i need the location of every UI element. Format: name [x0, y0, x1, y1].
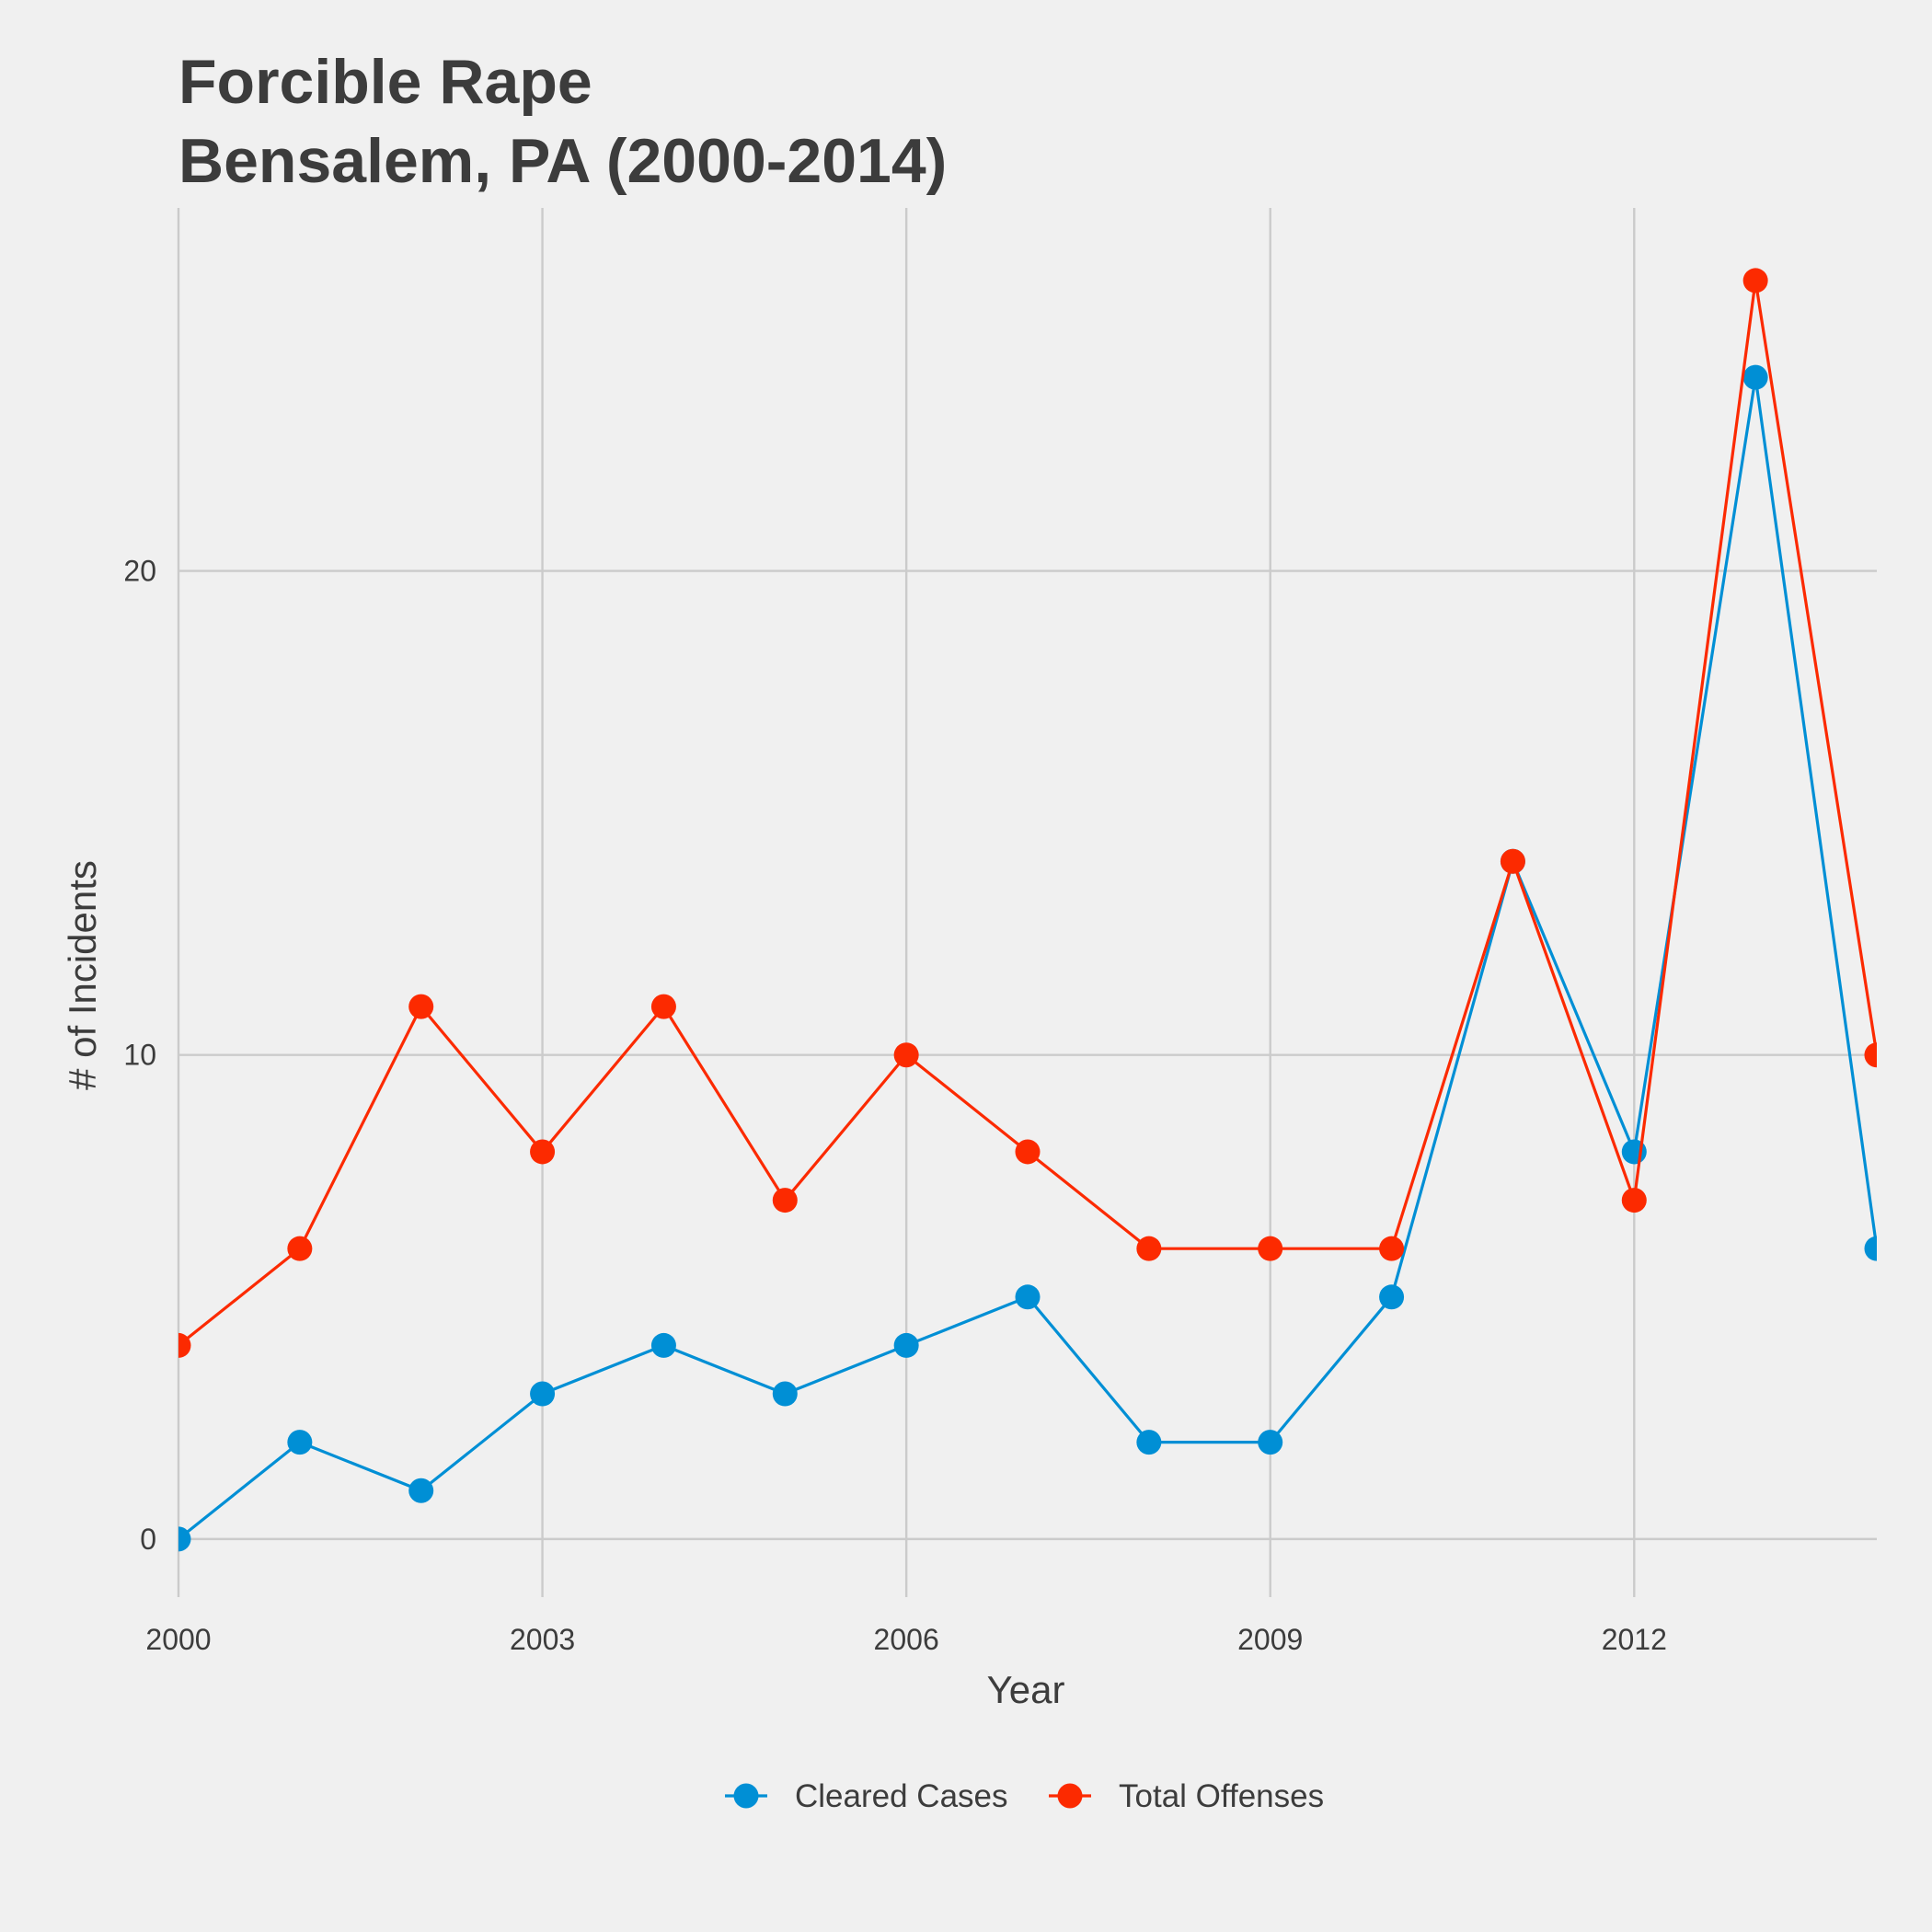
- data-point-total-offenses: [408, 994, 434, 1019]
- data-point-cleared-cases: [1379, 1284, 1405, 1310]
- grid-layer: [177, 208, 1877, 1597]
- data-point-total-offenses: [1742, 268, 1768, 293]
- series-total-offenses: [178, 268, 1877, 1358]
- data-point-total-offenses: [893, 1042, 919, 1068]
- data-point-total-offenses: [178, 1332, 191, 1358]
- data-point-total-offenses: [1136, 1236, 1162, 1261]
- x-tick-label: 2003: [510, 1623, 575, 1656]
- y-tick-label: 10: [123, 1039, 156, 1072]
- data-point-total-offenses: [1500, 848, 1525, 874]
- series-cleared-cases: [178, 364, 1877, 1552]
- legend: Cleared Cases Total Offenses: [725, 1778, 1324, 1814]
- legend-item-cleared-cases: Cleared Cases: [725, 1778, 1008, 1814]
- data-point-cleared-cases: [1742, 364, 1768, 390]
- x-tick-label: 2009: [1237, 1623, 1303, 1656]
- data-point-cleared-cases: [1258, 1430, 1283, 1455]
- series-line-total-offenses: [178, 279, 1877, 1347]
- series-layer: [178, 268, 1877, 1552]
- data-point-cleared-cases: [1136, 1430, 1162, 1455]
- x-axis-label: Year: [987, 1668, 1065, 1711]
- data-point-cleared-cases: [530, 1381, 556, 1407]
- legend-marker-icon: [733, 1783, 759, 1809]
- series-line-cleared-cases: [178, 375, 1877, 1541]
- y-axis-label: # of Incidents: [61, 860, 104, 1090]
- data-point-total-offenses: [287, 1236, 313, 1261]
- data-point-total-offenses: [1258, 1236, 1283, 1261]
- data-point-cleared-cases: [650, 1332, 676, 1358]
- x-tick-label: 2006: [874, 1623, 939, 1656]
- legend-marker-icon: [1057, 1783, 1083, 1809]
- data-point-total-offenses: [772, 1188, 798, 1213]
- data-point-cleared-cases: [893, 1332, 919, 1358]
- x-tick-label: 2000: [145, 1623, 211, 1656]
- data-point-cleared-cases: [287, 1430, 313, 1455]
- data-point-cleared-cases: [408, 1478, 434, 1503]
- y-tick-label: 20: [123, 555, 156, 588]
- data-point-total-offenses: [650, 994, 676, 1019]
- data-point-total-offenses: [1015, 1139, 1041, 1165]
- data-point-cleared-cases: [1015, 1284, 1041, 1310]
- chart-title-line-2: Bensalem, PA (2000-2014): [178, 126, 947, 196]
- data-point-cleared-cases: [772, 1381, 798, 1407]
- x-tick-label: 2012: [1602, 1623, 1667, 1656]
- data-point-total-offenses: [1864, 1042, 1877, 1068]
- data-point-total-offenses: [530, 1139, 556, 1165]
- legend-label: Cleared Cases: [795, 1778, 1008, 1814]
- data-point-cleared-cases: [178, 1526, 191, 1552]
- data-point-total-offenses: [1621, 1188, 1647, 1213]
- data-point-total-offenses: [1379, 1236, 1405, 1261]
- chart-title-line-1: Forcible Rape: [178, 47, 592, 117]
- tick-layer: 2000 2003 2006 2009 2012 0 10 20: [123, 555, 1666, 1656]
- legend-label: Total Offenses: [1119, 1778, 1324, 1814]
- y-tick-label: 0: [140, 1523, 156, 1556]
- data-point-cleared-cases: [1864, 1236, 1877, 1261]
- legend-item-total-offenses: Total Offenses: [1049, 1778, 1324, 1814]
